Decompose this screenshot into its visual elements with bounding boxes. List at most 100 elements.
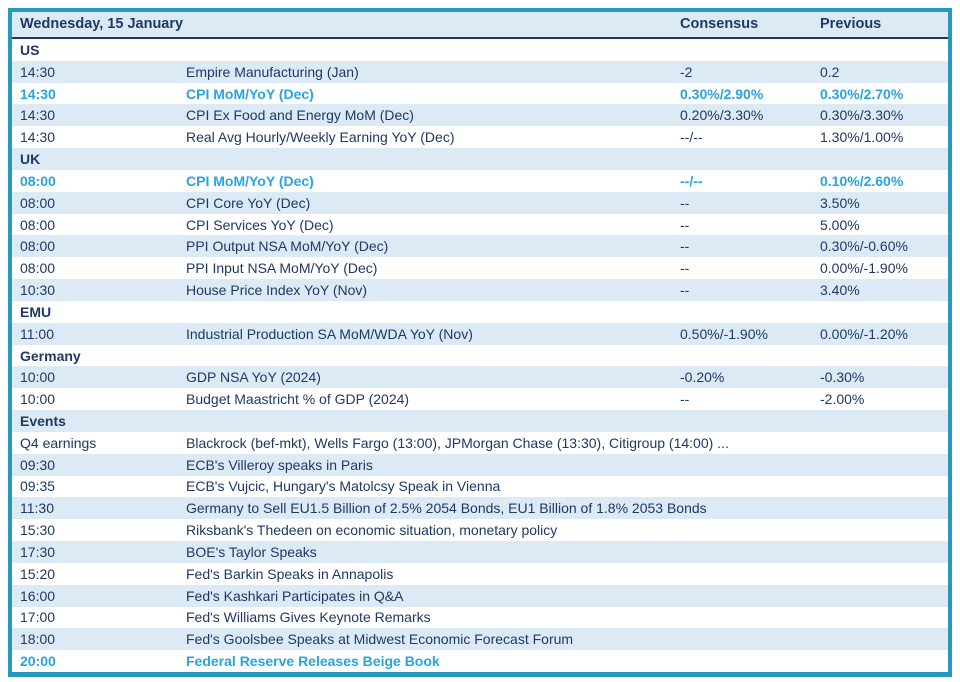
- row-event: ECB's Villeroy speaks in Paris: [186, 456, 373, 473]
- table-row: 20:00 Federal Reserve Releases Beige Book: [12, 650, 948, 672]
- row-time: 09:35: [20, 478, 56, 495]
- row-consensus: 0.30%/2.90%: [680, 85, 764, 102]
- row-time: 15:20: [20, 565, 56, 582]
- row-event: BOE's Taylor Speaks: [186, 543, 317, 560]
- table-row: 08:00 PPI Output NSA MoM/YoY (Dec) -- 0.30%…: [12, 235, 948, 258]
- section-label: Events: [20, 412, 66, 429]
- row-time: 16:00: [20, 587, 56, 604]
- table-row: 15:30 Riksbank's Thedeen on economic situ…: [12, 519, 948, 541]
- row-consensus: --: [680, 260, 690, 277]
- table-row: 08:00 CPI Services YoY (Dec) -- 5.00%: [12, 214, 948, 236]
- table-row: 10:00 GDP NSA YoY (2024) -0.20% -0.30%: [12, 366, 948, 389]
- section-row-germany: Germany: [12, 345, 948, 367]
- table-header-row: Wednesday, 15 January Consensus Previous: [12, 12, 948, 37]
- section-label: US: [20, 41, 40, 58]
- row-time: 15:30: [20, 522, 56, 539]
- table-row: 14:30 CPI MoM/YoY (Dec) 0.30%/2.90% 0.30%/2…: [12, 83, 948, 105]
- row-time: 17:00: [20, 609, 56, 626]
- table-row: 16:00 Fed's Kashkari Participates in Q&A: [12, 584, 948, 607]
- row-event: Budget Maastricht % of GDP (2024): [186, 391, 410, 408]
- row-time: 10:00: [20, 391, 56, 408]
- row-event: Fed's Williams Gives Keynote Remarks: [186, 609, 431, 626]
- row-consensus: --: [680, 282, 690, 299]
- table-row: 15:20 Fed's Barkin Speaks in Annapolis: [12, 563, 948, 585]
- table-row: 09:35 ECB's Vujcic, Hungary's Matolcsy Sp…: [12, 476, 948, 498]
- table-row: Q4 earnings Blackrock (bef-mkt), Wells Fa…: [12, 432, 948, 454]
- row-event: Empire Manufacturing (Jan): [186, 63, 359, 80]
- table-row: 08:00 CPI Core YoY (Dec) -- 3.50%: [12, 191, 948, 214]
- row-time: 08:00: [20, 194, 56, 211]
- row-event: Fed's Kashkari Participates in Q&A: [186, 587, 404, 604]
- row-previous: 0.30%/-0.60%: [820, 238, 908, 255]
- row-event: Real Avg Hourly/Weekly Earning YoY (Dec): [186, 129, 455, 146]
- row-time: 10:00: [20, 369, 56, 386]
- table-body: US 14:30 Empire Manufacturing (Jan) -2 0.2 14…: [12, 39, 948, 672]
- row-previous: 1.30%/1.00%: [820, 129, 904, 146]
- row-previous: 0.30%/3.30%: [820, 107, 904, 124]
- row-consensus: --: [680, 238, 690, 255]
- header-date: Wednesday, 15 January: [20, 16, 184, 33]
- row-consensus: --/--: [680, 129, 703, 146]
- table-row: 08:00 CPI MoM/YoY (Dec) --/-- 0.10%/2.60%: [12, 170, 948, 192]
- row-event: CPI Ex Food and Energy MoM (Dec): [186, 107, 414, 124]
- row-time: 11:00: [20, 325, 54, 342]
- row-event: Industrial Production SA MoM/WDA YoY (No…: [186, 325, 473, 342]
- row-event: House Price Index YoY (Nov): [186, 282, 368, 299]
- row-event: CPI MoM/YoY (Dec): [186, 85, 314, 102]
- row-event: PPI Output NSA MoM/YoY (Dec): [186, 238, 389, 255]
- section-label: UK: [20, 151, 41, 168]
- row-consensus: 0.20%/3.30%: [680, 107, 764, 124]
- section-row-events: Events: [12, 410, 948, 432]
- row-time: Q4 earnings: [20, 434, 97, 451]
- row-previous: 3.40%: [820, 282, 860, 299]
- row-event: Blackrock (bef-mkt), Wells Fargo (13:00)…: [186, 434, 729, 451]
- row-time: 10:30: [20, 282, 56, 299]
- header-consensus: Consensus: [680, 16, 759, 33]
- economic-calendar-table: Wednesday, 15 January Consensus Previous…: [8, 8, 952, 677]
- section-row-uk: UK: [12, 148, 948, 170]
- table-row: 09:30 ECB's Villeroy speaks in Paris: [12, 453, 948, 476]
- row-previous: -0.30%: [820, 369, 865, 386]
- row-time: 08:00: [20, 260, 56, 277]
- row-time: 09:30: [20, 456, 56, 473]
- table-row: 14:30 Empire Manufacturing (Jan) -2 0.2: [12, 60, 948, 83]
- header-divider: [12, 37, 948, 39]
- row-time: 20:00: [20, 653, 56, 670]
- section-label: EMU: [20, 303, 52, 320]
- row-time: 08:00: [20, 238, 56, 255]
- row-time: 18:00: [20, 631, 56, 648]
- table-row: 11:30 Germany to Sell EU1.5 Billion of 2.…: [12, 497, 948, 520]
- row-consensus: -2: [680, 63, 693, 80]
- row-event: CPI Services YoY (Dec): [186, 216, 334, 233]
- row-event: Fed's Barkin Speaks in Annapolis: [186, 565, 394, 582]
- row-time: 08:00: [20, 172, 56, 189]
- row-event: PPI Input NSA MoM/YoY (Dec): [186, 260, 378, 277]
- section-row-emu: EMU: [12, 301, 948, 323]
- row-previous: -2.00%: [820, 391, 865, 408]
- row-time: 14:30: [20, 85, 56, 102]
- row-event: GDP NSA YoY (2024): [186, 369, 321, 386]
- header-previous: Previous: [820, 16, 882, 33]
- table-row: 18:00 Fed's Goolsbee Speaks at Midwest Ec…: [12, 628, 948, 651]
- row-previous: 0.00%/-1.20%: [820, 325, 908, 342]
- row-previous: 0.2: [820, 63, 840, 80]
- row-consensus: -0.20%: [680, 369, 725, 386]
- row-previous: 0.10%/2.60%: [820, 172, 904, 189]
- row-previous: 5.00%: [820, 216, 860, 233]
- table-row: 08:00 PPI Input NSA MoM/YoY (Dec) -- 0.00%/…: [12, 257, 948, 279]
- row-time: 11:30: [20, 500, 54, 517]
- row-consensus: --/--: [680, 172, 703, 189]
- row-previous: 3.50%: [820, 194, 860, 211]
- row-time: 14:30: [20, 129, 56, 146]
- row-time: 14:30: [20, 63, 56, 80]
- table-row: 17:30 BOE's Taylor Speaks: [12, 541, 948, 563]
- table-row: 10:30 House Price Index YoY (Nov) -- 3.40%: [12, 279, 948, 301]
- section-label: Germany: [20, 347, 81, 364]
- table-row: 17:00 Fed's Williams Gives Keynote Remark…: [12, 607, 948, 629]
- row-event: CPI Core YoY (Dec): [186, 194, 311, 211]
- section-row-us: US: [12, 39, 948, 61]
- row-consensus: --: [680, 216, 690, 233]
- row-time: 17:30: [20, 543, 56, 560]
- row-event: CPI MoM/YoY (Dec): [186, 172, 314, 189]
